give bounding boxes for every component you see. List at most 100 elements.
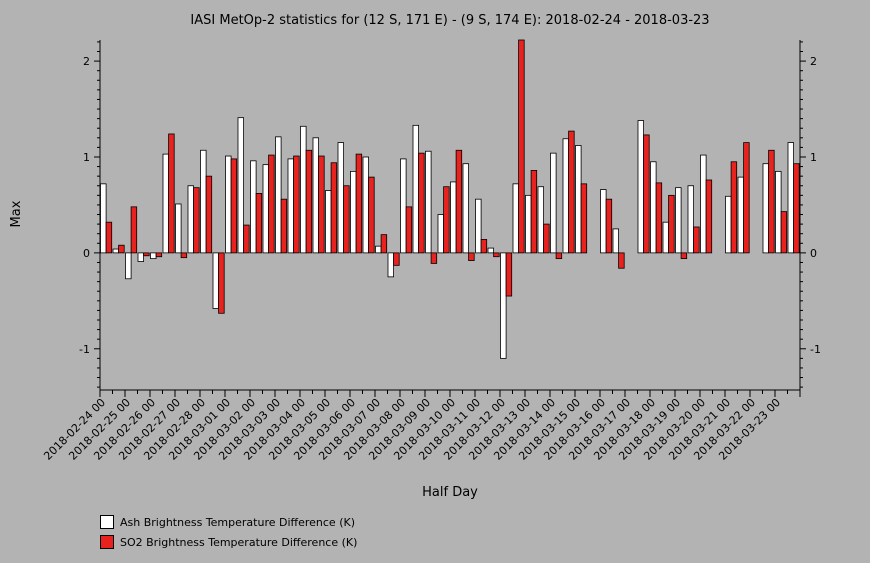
- bar-so2-7: [193, 187, 200, 254]
- bar-so2-4: [155, 252, 163, 258]
- y-tick-label-left: 2: [83, 55, 90, 68]
- bar-ash-51: [737, 176, 744, 254]
- bar-so2-29: [468, 252, 475, 261]
- bar-ash-43: [637, 120, 644, 254]
- bar-ash-6: [175, 203, 182, 254]
- chart-title: IASI MetOp-2 statistics for (12 S, 171 E…: [190, 13, 709, 28]
- bar-so2-0: [105, 221, 113, 254]
- bar-ash-37: [562, 138, 569, 254]
- legend-item-ash: Ash Brightness Temperature Difference (K…: [100, 512, 357, 532]
- legend-swatch-ash: [100, 515, 114, 529]
- legend-label-so2: SO2 Brightness Temperature Difference (K…: [120, 535, 358, 549]
- bar-ash-11: [237, 117, 244, 254]
- bar-ash-41: [612, 228, 619, 254]
- bar-so2-24: [405, 206, 413, 254]
- legend-swatch-so2: [100, 535, 114, 549]
- bar-so2-25: [418, 152, 425, 254]
- bar-ash-8: [200, 149, 207, 254]
- bar-ash-38: [575, 145, 582, 254]
- legend-label-ash: Ash Brightness Temperature Difference (K…: [120, 515, 355, 529]
- bar-ash-33: [512, 183, 519, 254]
- bar-ash-16: [300, 125, 307, 254]
- bar-ash-18: [325, 190, 332, 254]
- bar-so2-16: [305, 149, 313, 254]
- bar-ash-54: [775, 170, 782, 254]
- bar-ash-21: [362, 156, 369, 254]
- bar-so2-17: [318, 155, 325, 254]
- bar-ash-27: [437, 214, 444, 254]
- bar-so2-53: [768, 149, 775, 254]
- bar-ash-20: [350, 170, 357, 254]
- bar-so2-14: [280, 198, 288, 254]
- bar-ash-45: [662, 221, 669, 254]
- bar-so2-15: [293, 155, 300, 254]
- legend: Ash Brightness Temperature Difference (K…: [100, 512, 357, 552]
- bar-so2-44: [655, 182, 663, 254]
- bar-ash-36: [550, 152, 557, 254]
- bar-so2-55: [793, 163, 800, 254]
- bar-so2-43: [643, 134, 650, 254]
- bar-so2-21: [368, 176, 375, 254]
- bar-so2-35: [543, 223, 550, 254]
- bar-ash-44: [650, 161, 657, 254]
- bar-ash-24: [400, 158, 407, 254]
- bar-so2-48: [705, 179, 713, 254]
- bar-so2-5: [168, 133, 175, 254]
- bar-ash-30: [475, 198, 482, 254]
- bar-so2-3: [143, 252, 150, 257]
- bar-ash-46: [675, 187, 682, 254]
- bar-ash-2: [125, 252, 132, 280]
- bar-ash-15: [287, 158, 294, 254]
- bar-ash-9: [212, 252, 219, 309]
- bar-ash-22: [375, 245, 382, 254]
- bar-so2-8: [205, 175, 213, 254]
- bars: [100, 39, 800, 359]
- y-tick-label-left: 1: [83, 151, 90, 164]
- bar-so2-12: [255, 193, 263, 254]
- bar-ash-19: [337, 142, 344, 254]
- bar-ash-5: [162, 153, 169, 254]
- bar-so2-50: [730, 161, 738, 254]
- bar-ash-26: [425, 150, 432, 254]
- bar-so2-38: [580, 183, 588, 254]
- y-tick-label-right: 2: [810, 55, 817, 68]
- bar-so2-13: [268, 154, 275, 254]
- bar-so2-26: [430, 252, 438, 264]
- bar-ash-31: [487, 247, 494, 254]
- bar-so2-47: [693, 226, 700, 254]
- legend-item-so2: SO2 Brightness Temperature Difference (K…: [100, 532, 357, 552]
- bar-ash-17: [312, 137, 319, 254]
- bar-ash-35: [537, 186, 544, 254]
- bar-so2-2: [130, 206, 138, 254]
- bar-so2-1: [118, 244, 125, 254]
- bar-so2-20: [355, 153, 363, 254]
- bar-ash-28: [450, 181, 457, 254]
- bar-ash-53: [762, 163, 769, 254]
- bar-so2-34: [530, 170, 538, 254]
- bar-so2-27: [443, 186, 450, 254]
- bar-so2-30: [480, 239, 488, 254]
- bar-ash-3: [137, 252, 144, 262]
- bar-ash-29: [462, 163, 469, 254]
- bar-so2-51: [743, 142, 750, 254]
- bar-ash-23: [387, 252, 394, 278]
- y-tick-label-right: 0: [810, 247, 817, 260]
- bar-ash-32: [500, 252, 507, 359]
- bar-ash-12: [250, 160, 257, 254]
- bar-so2-54: [780, 211, 788, 254]
- bar-so2-9: [218, 252, 225, 314]
- bar-so2-41: [618, 252, 625, 269]
- bar-so2-37: [568, 130, 575, 254]
- bar-so2-36: [555, 252, 563, 260]
- bar-ash-13: [262, 164, 269, 254]
- bar-ash-55: [787, 142, 794, 254]
- bar-ash-7: [187, 185, 194, 254]
- bar-ash-48: [700, 154, 707, 254]
- bar-so2-22: [380, 234, 388, 254]
- bar-so2-10: [230, 158, 238, 254]
- bar-so2-28: [455, 149, 463, 254]
- bar-ash-34: [525, 194, 532, 254]
- bar-so2-32: [505, 252, 513, 297]
- bar-so2-18: [330, 162, 338, 254]
